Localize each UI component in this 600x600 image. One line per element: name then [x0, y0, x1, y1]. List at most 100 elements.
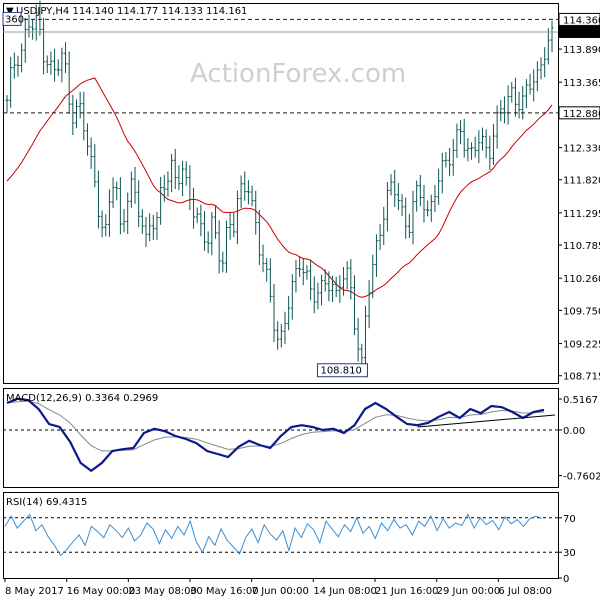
rsi-line — [4, 513, 543, 557]
candle — [89, 137, 93, 169]
candle — [294, 259, 298, 293]
candle — [56, 59, 60, 76]
candle — [404, 197, 408, 239]
candle — [78, 91, 82, 119]
candle — [129, 171, 133, 208]
candle — [444, 151, 448, 168]
macd-trendline — [417, 414, 556, 428]
candle — [470, 142, 474, 160]
x-tick-label: 29 Jun 00:00 — [437, 586, 501, 597]
candle — [371, 254, 375, 299]
candle — [320, 274, 324, 306]
candle — [210, 211, 214, 256]
collapse-arrow-icon: ▼ — [6, 6, 14, 17]
candle — [539, 57, 543, 80]
candle — [305, 265, 309, 280]
candle — [290, 274, 294, 320]
candle — [367, 280, 371, 329]
candle — [481, 127, 485, 151]
y-tick-label: 110.260 — [563, 274, 600, 285]
rsi-y-tick-label: 0 — [563, 574, 569, 585]
candle — [213, 206, 217, 239]
candle — [71, 95, 75, 136]
y-tick-label: 114.161 — [563, 28, 600, 39]
x-tick-label: 7 Jun 00:00 — [252, 586, 309, 597]
candle — [235, 190, 239, 245]
candle — [495, 105, 499, 149]
candle — [181, 160, 185, 197]
y-tick-label: 109.225 — [563, 340, 600, 351]
candle — [16, 55, 20, 77]
candle — [155, 212, 159, 240]
candle — [151, 214, 155, 240]
candle — [298, 256, 302, 278]
candle — [448, 147, 452, 177]
candle — [418, 174, 422, 207]
panel-frame — [3, 492, 559, 579]
y-tick-label: 113.890 — [563, 45, 600, 56]
candle — [115, 181, 119, 201]
candle — [85, 123, 89, 156]
panel-frame — [3, 388, 559, 488]
candle — [38, 0, 42, 36]
candle — [250, 185, 254, 207]
x-tick-label: 23 May 08:00 — [128, 586, 197, 597]
candle — [42, 17, 46, 75]
x-tick-label: 8 May 2017 — [5, 586, 64, 597]
candle — [184, 161, 188, 186]
level-box — [558, 12, 600, 26]
candle — [488, 135, 492, 170]
candle — [451, 138, 455, 176]
candle — [437, 168, 441, 205]
rsi-y-tick-label: 30 — [563, 548, 576, 559]
candle — [45, 55, 49, 74]
candle — [309, 260, 313, 301]
candle — [521, 85, 525, 120]
candle — [49, 51, 53, 75]
macd-line — [6, 397, 545, 473]
candle — [224, 220, 228, 273]
x-tick-label: 6 Jul 08:00 — [498, 586, 552, 597]
candle — [107, 189, 111, 237]
candle — [82, 91, 86, 141]
candle — [265, 257, 269, 282]
candle — [535, 61, 539, 92]
candle — [411, 190, 415, 245]
candle — [195, 207, 199, 224]
candle — [415, 180, 419, 212]
candle — [440, 152, 444, 194]
candle — [166, 171, 170, 197]
candle — [162, 174, 166, 202]
x-tick-label: 21 Jun 16:00 — [375, 586, 439, 597]
candle — [203, 211, 207, 251]
current-price-box — [559, 25, 600, 38]
candle — [228, 212, 232, 240]
x-tick-label: 16 May 00:00 — [67, 586, 136, 597]
candle — [74, 99, 78, 129]
candle — [510, 82, 514, 103]
candle — [53, 48, 57, 82]
candle — [363, 305, 367, 368]
candle — [287, 296, 291, 331]
candle — [118, 177, 122, 235]
candle — [232, 212, 236, 238]
candle — [96, 170, 100, 229]
candle — [506, 85, 510, 125]
candle — [67, 51, 71, 114]
macd-signal-line — [6, 400, 545, 452]
candle — [133, 166, 137, 204]
candle — [389, 174, 393, 196]
candle — [312, 276, 316, 314]
low-box — [316, 363, 368, 378]
panel-frame — [3, 3, 559, 384]
candle — [502, 96, 506, 124]
candle — [268, 258, 272, 303]
candle — [426, 200, 430, 217]
chart-title: USDJPY,H4 114.140 114.177 114.133 114.16… — [16, 6, 247, 17]
candle — [104, 214, 108, 237]
candle — [9, 56, 13, 108]
left-level-label: 360 — [5, 14, 24, 25]
candle — [407, 213, 411, 239]
